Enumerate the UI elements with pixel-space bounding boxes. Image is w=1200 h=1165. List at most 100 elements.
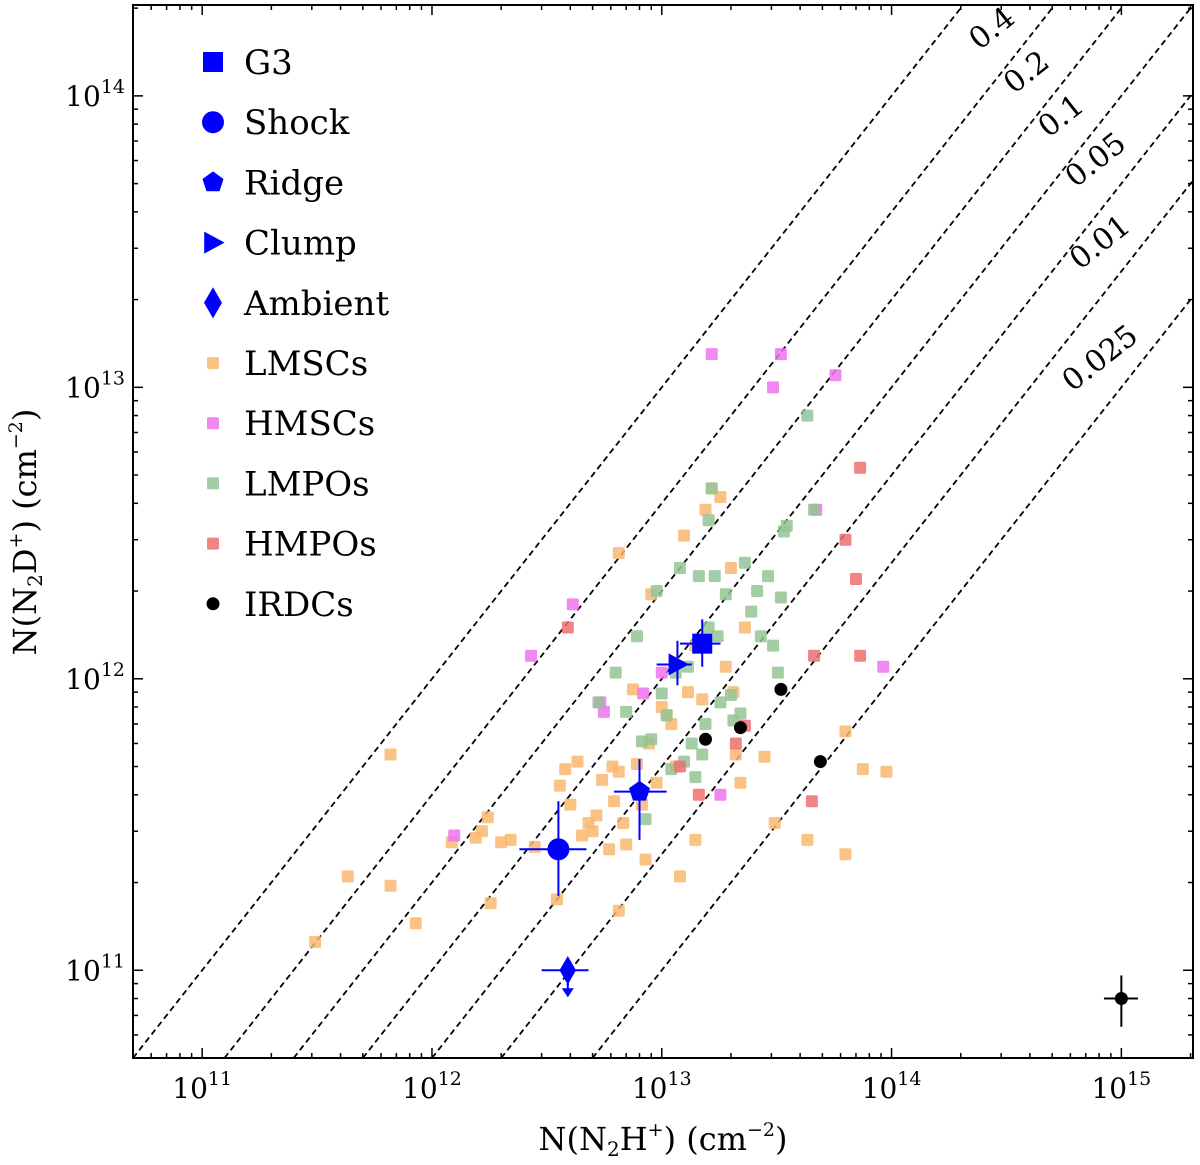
point-lmscs-0 [309,936,322,949]
source-clump-marker [668,653,689,676]
point-lmpos-24 [719,588,732,601]
point-lmpos-3 [630,630,643,643]
legend-marker-clump [204,231,225,254]
ratio-line-0-025 [591,295,1193,1058]
point-lmpos-12 [673,561,686,574]
legend-label-shock: Shock [244,103,350,143]
y-tick-label-12: 1012 [65,659,125,696]
y-axis-label: N(N2D+) (cm−2) [5,409,47,656]
legend-marker-irdcs [206,597,220,611]
ratio-line-1-0 [133,5,964,1058]
point-lmscs-3 [384,748,397,761]
point-hmscs-12 [877,660,890,673]
legend-item-irdcs: IRDCs [206,585,354,625]
ratio-lines [133,5,1193,1058]
point-hmscs-1 [525,649,538,662]
point-lmscs-17 [571,755,584,768]
point-lmpos-41 [751,585,764,598]
point-hmscs-9 [774,348,787,361]
source-g3 [679,619,721,667]
point-lmscs-42 [689,833,702,846]
legend-label-g3: G3 [244,43,293,83]
point-lmscs-50 [729,748,742,761]
point-hmscs-2 [566,598,579,611]
point-lmpos-23 [714,696,727,709]
point-lmpos-15 [689,771,702,784]
point-lmscs-46 [714,491,727,504]
point-lmscs-56 [839,848,852,861]
source-ridge [614,759,667,840]
point-hmpos-0 [561,621,574,634]
point-hmscs-6 [705,348,718,361]
legend: G3 Shock Ridge Clump Ambient LMSCs HMSCs LMPOs H… [202,43,389,625]
plot-frame [132,4,1194,1059]
point-hmpos-1 [673,760,686,773]
point-lmpos-34 [774,591,787,604]
point-lmscs-10 [495,836,508,849]
source-points [519,619,721,998]
point-lmpos-39 [702,621,715,634]
x-tick-label-15: 1015 [1091,1068,1151,1105]
point-hmpos-7 [808,649,821,662]
source-g3-marker [692,633,713,654]
point-lmscs-1 [341,870,354,883]
legend-item-hmpos: HMPOs [207,525,377,565]
point-lmpos-38 [808,503,821,516]
y-tick-label-13: 1013 [65,367,125,404]
point-lmpos-29 [745,605,758,618]
point-lmscs-15 [559,763,572,776]
point-lmscs-55 [801,833,814,846]
y-tick-label-14: 1014 [65,76,125,113]
x-tick-label-14: 1014 [862,1068,922,1105]
point-lmpos-33 [771,666,784,679]
point-lmpos-8 [655,687,668,700]
point-lmscs-48 [724,561,737,574]
axis-ticks: 1011 1012 1013 1014 1015 1011 1012 1013 1014 [65,5,1193,1105]
point-lmscs-29 [630,758,643,771]
point-hmpos-6 [805,795,818,808]
point-irdcs-3 [813,755,827,769]
legend-item-clump: Clump [204,224,357,264]
source-shock [519,801,587,896]
point-hmpos-8 [839,533,852,546]
point-lmscs-51 [734,776,747,789]
legend-label-ambient: Ambient [243,284,389,324]
reference-errorbar [1103,975,1138,1027]
point-lmscs-8 [481,811,494,824]
legend-label-hmscs: HMSCs [244,404,375,444]
point-hmscs-0 [448,829,461,842]
point-lmscs-31 [639,853,652,866]
point-lmpos-30 [754,630,767,643]
legend-label-hmpos: HMPOs [244,525,377,565]
plot-area [133,5,1193,1058]
point-lmpos-0 [592,696,605,709]
source-ambient [541,956,589,998]
point-lmscs-26 [617,817,630,830]
point-lmscs-11 [504,833,517,846]
point-lmpos-19 [702,514,715,527]
legend-marker-g3 [203,52,223,72]
ratio-line-0-2 [292,5,1125,1058]
point-lmscs-12 [528,840,541,853]
point-lmscs-35 [612,547,625,560]
point-lmpos-22 [711,630,724,643]
point-lmpos-36 [780,519,793,532]
point-lmscs-58 [856,763,869,776]
ratio-line-0-01 [500,179,1193,1058]
point-lmpos-1 [609,666,622,679]
point-lmpos-37 [801,409,814,422]
point-lmscs-62 [586,825,599,838]
point-lmscs-44 [699,503,712,516]
legend-label-ridge: Ridge [244,163,344,203]
legend-marker-lmpos [207,477,219,490]
source-ambient-marker [559,956,576,985]
source-shock-marker [547,838,570,861]
legend-marker-shock [202,111,224,134]
point-lmscs-43 [696,693,709,706]
point-hmscs-8 [767,381,780,394]
point-lmpos-5 [639,813,652,826]
point-hmscs-7 [714,788,727,801]
point-lmscs-53 [758,750,771,763]
point-lmscs-57 [839,725,852,738]
